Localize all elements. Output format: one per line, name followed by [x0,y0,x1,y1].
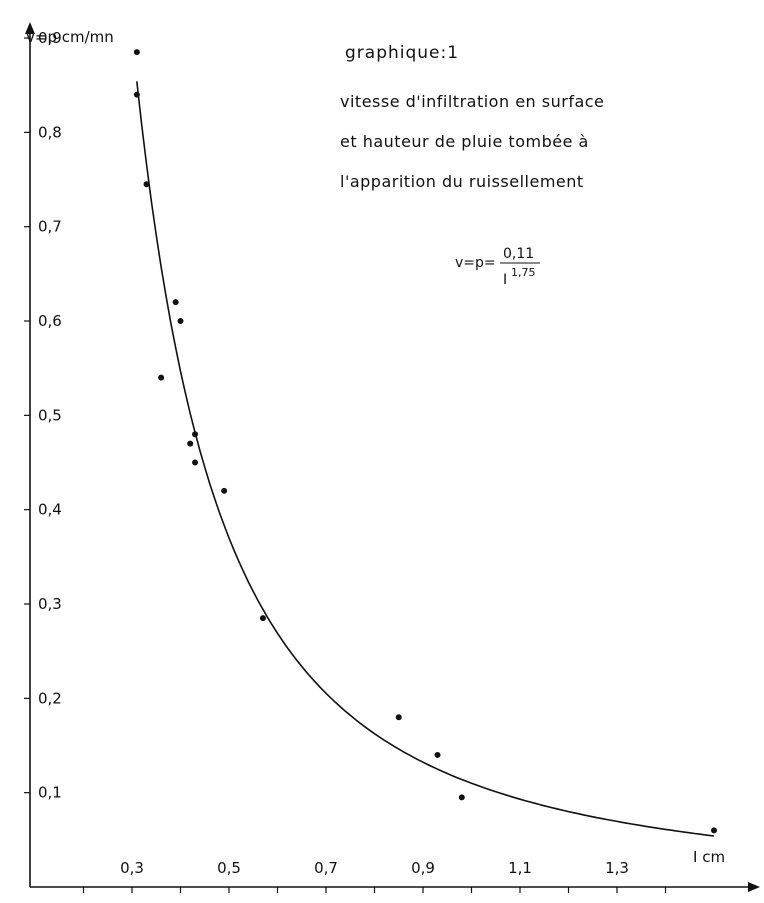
x-axis-label: I cm [693,848,725,866]
y-tick-label: 0,4 [38,501,62,519]
subtitle-line-1: vitesse d'infiltration en surface [340,92,604,111]
y-tick-label: 0,2 [38,689,62,707]
x-axis-arrow [748,882,760,892]
data-point [177,318,184,325]
data-point [192,459,199,466]
data-point [259,615,266,622]
x-tick-label: 0,3 [120,859,144,877]
y-tick-label: 0,8 [38,123,62,141]
y-tick-label: 0,3 [38,595,62,613]
data-point [221,487,228,494]
data-point [187,440,194,447]
data-point [172,299,179,306]
subtitle-line-2: et hauteur de pluie tombée à [340,132,589,151]
data-point [143,181,150,188]
x-tick-label: 0,5 [217,859,241,877]
formula-numerator: 0,11 [503,246,534,262]
y-tick-label: 0,7 [38,218,62,236]
formula: v=p= 0,11 I 1,75 [455,246,540,288]
y-axis-label: v=p cm/mn [26,28,114,46]
data-point [158,374,165,381]
data-point [192,431,199,438]
tick-marks [24,37,667,893]
chart-title: graphique:1 [345,43,459,63]
formula-base: I [503,272,507,288]
y-tick-label: 0,9 [38,29,62,47]
x-tick-label: 1,3 [605,859,629,877]
fit-curve [136,81,715,837]
y-tick-label: 0,6 [38,312,62,330]
y-axis-arrow [25,22,35,34]
x-tick-label: 0,9 [411,859,435,877]
x-tick-label: 1,1 [508,859,532,877]
y-tick-label: 0,1 [38,784,62,802]
data-point [133,91,140,98]
data-point [395,714,402,721]
data-point [711,827,717,834]
axes [25,22,760,892]
y-tick-label: 0,5 [38,406,62,424]
data-point [458,794,465,801]
data-point [434,751,441,758]
x-tick-label: 0,7 [314,859,338,877]
formula-lhs: v=p= [455,255,496,271]
data-points [133,49,717,834]
subtitle-line-3: l'apparition du ruissellement [340,172,584,191]
tick-labels: 0,3 0,5 0,7 0,9 1,1 1,3 0,1 0,2 0,3 0,4 0,5 0,6 0,7 0… [38,29,629,877]
data-point [133,49,140,56]
formula-exponent: 1,75 [511,266,536,279]
